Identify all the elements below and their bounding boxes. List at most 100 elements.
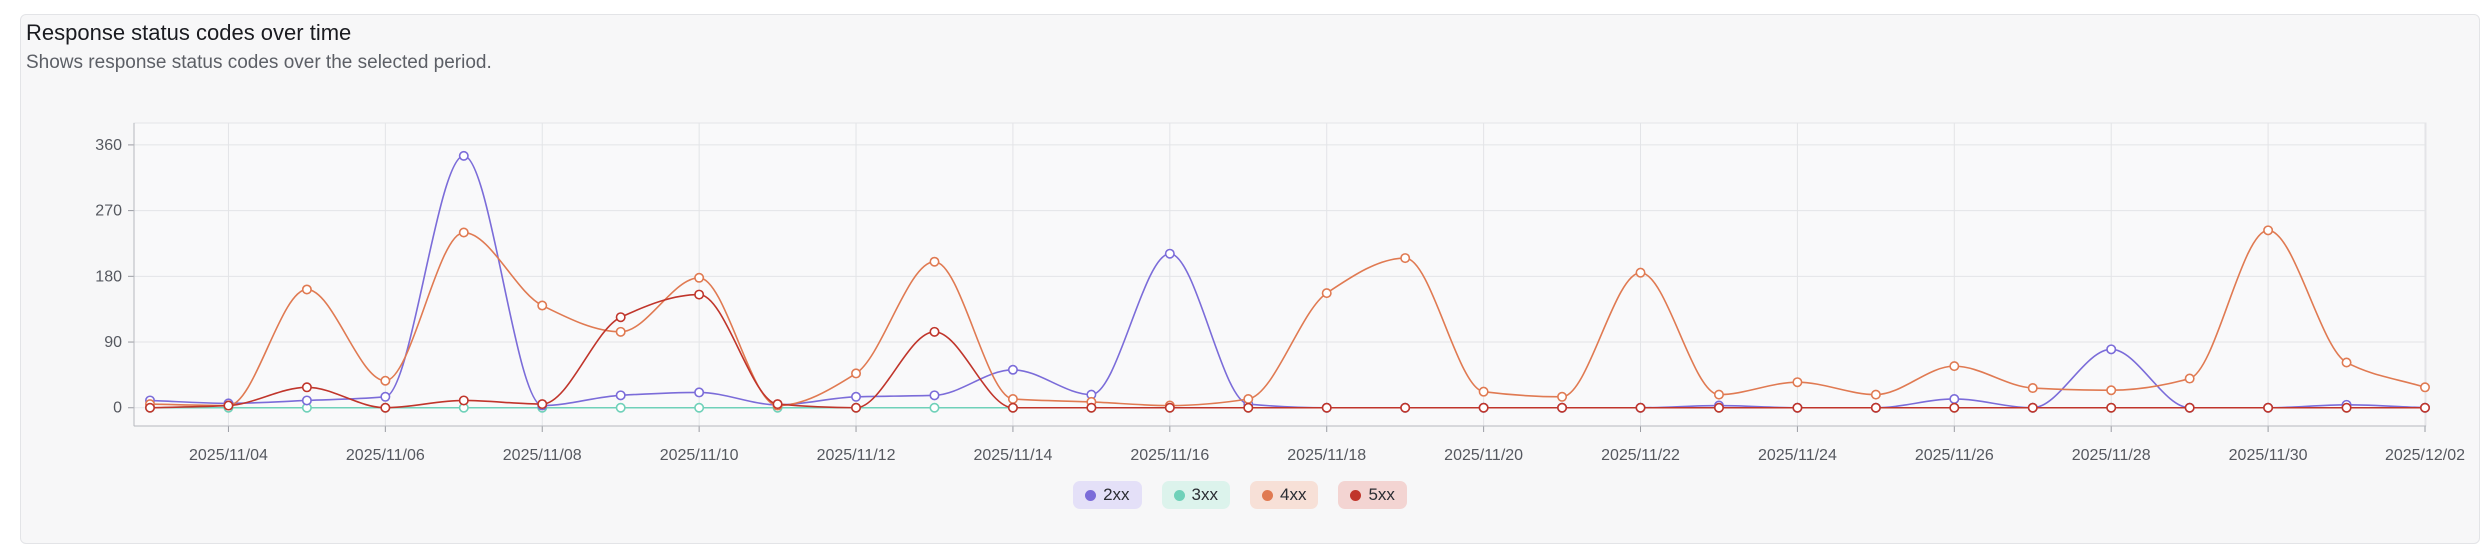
data-point-5xx[interactable]: [694, 289, 705, 300]
data-point-5xx[interactable]: [2184, 402, 2195, 413]
data-point-2xx[interactable]: [1007, 364, 1018, 375]
data-point-5xx[interactable]: [851, 402, 862, 413]
legend-swatch-4xx: [1262, 489, 1273, 501]
data-point-5xx[interactable]: [1792, 402, 1803, 413]
y-tick-label: 270: [95, 203, 122, 220]
chart-axes: 2025/11/04 2025/11/06 2025/11/08 2025/11/10…: [95, 123, 2465, 464]
data-point-5xx[interactable]: [1007, 402, 1018, 413]
chart-title: Response status codes over time: [26, 20, 352, 45]
data-point-5xx[interactable]: [1400, 402, 1411, 413]
data-point-4xx[interactable]: [2263, 225, 2274, 236]
x-tick-label: 2025/11/08: [503, 447, 582, 464]
data-point-5xx[interactable]: [1949, 402, 1960, 413]
data-point-5xx[interactable]: [1164, 402, 1175, 413]
data-point-2xx[interactable]: [1949, 393, 1960, 404]
x-tick-label: 2025/11/04: [189, 447, 268, 464]
data-point-2xx[interactable]: [851, 391, 862, 402]
chart-grid: [133, 122, 2427, 427]
legend-label-5xx: 5xx: [1368, 485, 1395, 504]
data-point-5xx[interactable]: [458, 395, 469, 406]
data-point-4xx[interactable]: [1400, 253, 1411, 264]
data-point-4xx[interactable]: [2027, 383, 2038, 394]
data-point-4xx[interactable]: [694, 272, 705, 283]
data-point-2xx[interactable]: [694, 387, 705, 398]
data-point-5xx[interactable]: [1635, 402, 1646, 413]
x-tick-label: 2025/11/22: [1601, 447, 1680, 464]
data-point-4xx[interactable]: [1792, 377, 1803, 388]
data-point-5xx[interactable]: [1557, 402, 1568, 413]
data-point-5xx[interactable]: [2341, 402, 2352, 413]
data-point-4xx[interactable]: [2420, 382, 2431, 393]
data-point-4xx[interactable]: [1557, 391, 1568, 402]
data-point-4xx[interactable]: [1635, 267, 1646, 278]
data-point-4xx[interactable]: [2106, 385, 2117, 396]
data-point-2xx[interactable]: [380, 391, 391, 402]
legend-swatch-2xx: [1085, 489, 1097, 501]
legend-item-2xx[interactable]: 2xx: [1073, 481, 1142, 509]
chart-subtitle: Shows response status codes over the sel…: [26, 52, 492, 73]
x-tick-label: 2025/11/16: [1130, 447, 1209, 464]
legend-item-5xx[interactable]: 5xx: [1338, 481, 1407, 509]
data-point-4xx[interactable]: [1713, 389, 1724, 400]
data-point-3xx[interactable]: [615, 402, 626, 413]
data-point-5xx[interactable]: [380, 402, 391, 413]
y-tick-label: 180: [95, 268, 122, 285]
data-point-2xx[interactable]: [615, 390, 626, 401]
data-point-4xx[interactable]: [301, 284, 312, 295]
data-point-4xx[interactable]: [615, 326, 626, 337]
data-point-4xx[interactable]: [2184, 373, 2195, 384]
data-point-5xx[interactable]: [615, 312, 626, 323]
plot-area: [133, 122, 2427, 427]
data-point-5xx[interactable]: [1086, 402, 1097, 413]
data-point-3xx[interactable]: [694, 402, 705, 413]
series-line-4xx: [149, 229, 2426, 407]
data-point-4xx[interactable]: [1321, 288, 1332, 299]
chart-series: [145, 150, 2431, 413]
legend-label-2xx: 2xx: [1103, 485, 1130, 504]
x-tick-label: 2025/11/30: [2229, 447, 2308, 464]
data-point-5xx[interactable]: [2263, 402, 2274, 413]
data-point-4xx[interactable]: [1478, 386, 1489, 397]
data-point-4xx[interactable]: [929, 256, 940, 267]
data-point-4xx[interactable]: [1870, 389, 1881, 400]
data-point-5xx[interactable]: [2106, 402, 2117, 413]
data-point-4xx[interactable]: [851, 368, 862, 379]
data-point-5xx[interactable]: [223, 400, 234, 411]
data-point-5xx[interactable]: [2027, 402, 2038, 413]
data-point-5xx[interactable]: [772, 399, 783, 410]
data-point-5xx[interactable]: [301, 382, 312, 393]
data-point-5xx[interactable]: [2420, 402, 2431, 413]
data-point-5xx[interactable]: [1321, 402, 1332, 413]
legend-item-4xx[interactable]: 4xx: [1250, 481, 1319, 509]
legend-swatch-3xx: [1173, 489, 1185, 501]
data-point-2xx[interactable]: [929, 390, 940, 401]
x-tick-label: 2025/12/02: [2385, 447, 2465, 464]
data-point-4xx[interactable]: [1007, 393, 1018, 404]
data-point-4xx[interactable]: [1243, 393, 1254, 404]
data-point-3xx[interactable]: [929, 402, 940, 413]
data-point-5xx[interactable]: [1870, 402, 1881, 413]
data-point-5xx[interactable]: [145, 402, 156, 413]
x-tick-label: 2025/11/24: [1758, 447, 1837, 464]
data-point-5xx[interactable]: [537, 399, 548, 410]
data-point-5xx[interactable]: [929, 326, 940, 337]
data-point-4xx[interactable]: [380, 375, 391, 386]
data-point-5xx[interactable]: [1243, 402, 1254, 413]
x-tick-label: 2025/11/20: [1444, 447, 1523, 464]
x-tick-label: 2025/11/26: [1915, 447, 1994, 464]
data-point-4xx[interactable]: [458, 227, 469, 238]
data-point-4xx[interactable]: [537, 300, 548, 311]
x-tick-label: 2025/11/12: [817, 447, 896, 464]
data-point-5xx[interactable]: [1478, 402, 1489, 413]
legend-swatch-5xx: [1350, 489, 1362, 501]
data-point-2xx[interactable]: [301, 395, 312, 406]
series-5xx: [145, 289, 2431, 413]
data-point-5xx[interactable]: [1713, 402, 1724, 413]
data-point-4xx[interactable]: [2341, 357, 2352, 368]
data-point-2xx[interactable]: [2106, 344, 2117, 355]
legend-item-3xx[interactable]: 3xx: [1161, 481, 1230, 509]
x-tick-label: 2025/11/18: [1287, 447, 1366, 464]
data-point-4xx[interactable]: [1949, 361, 1960, 372]
data-point-2xx[interactable]: [1164, 248, 1175, 259]
data-point-2xx[interactable]: [458, 150, 469, 161]
